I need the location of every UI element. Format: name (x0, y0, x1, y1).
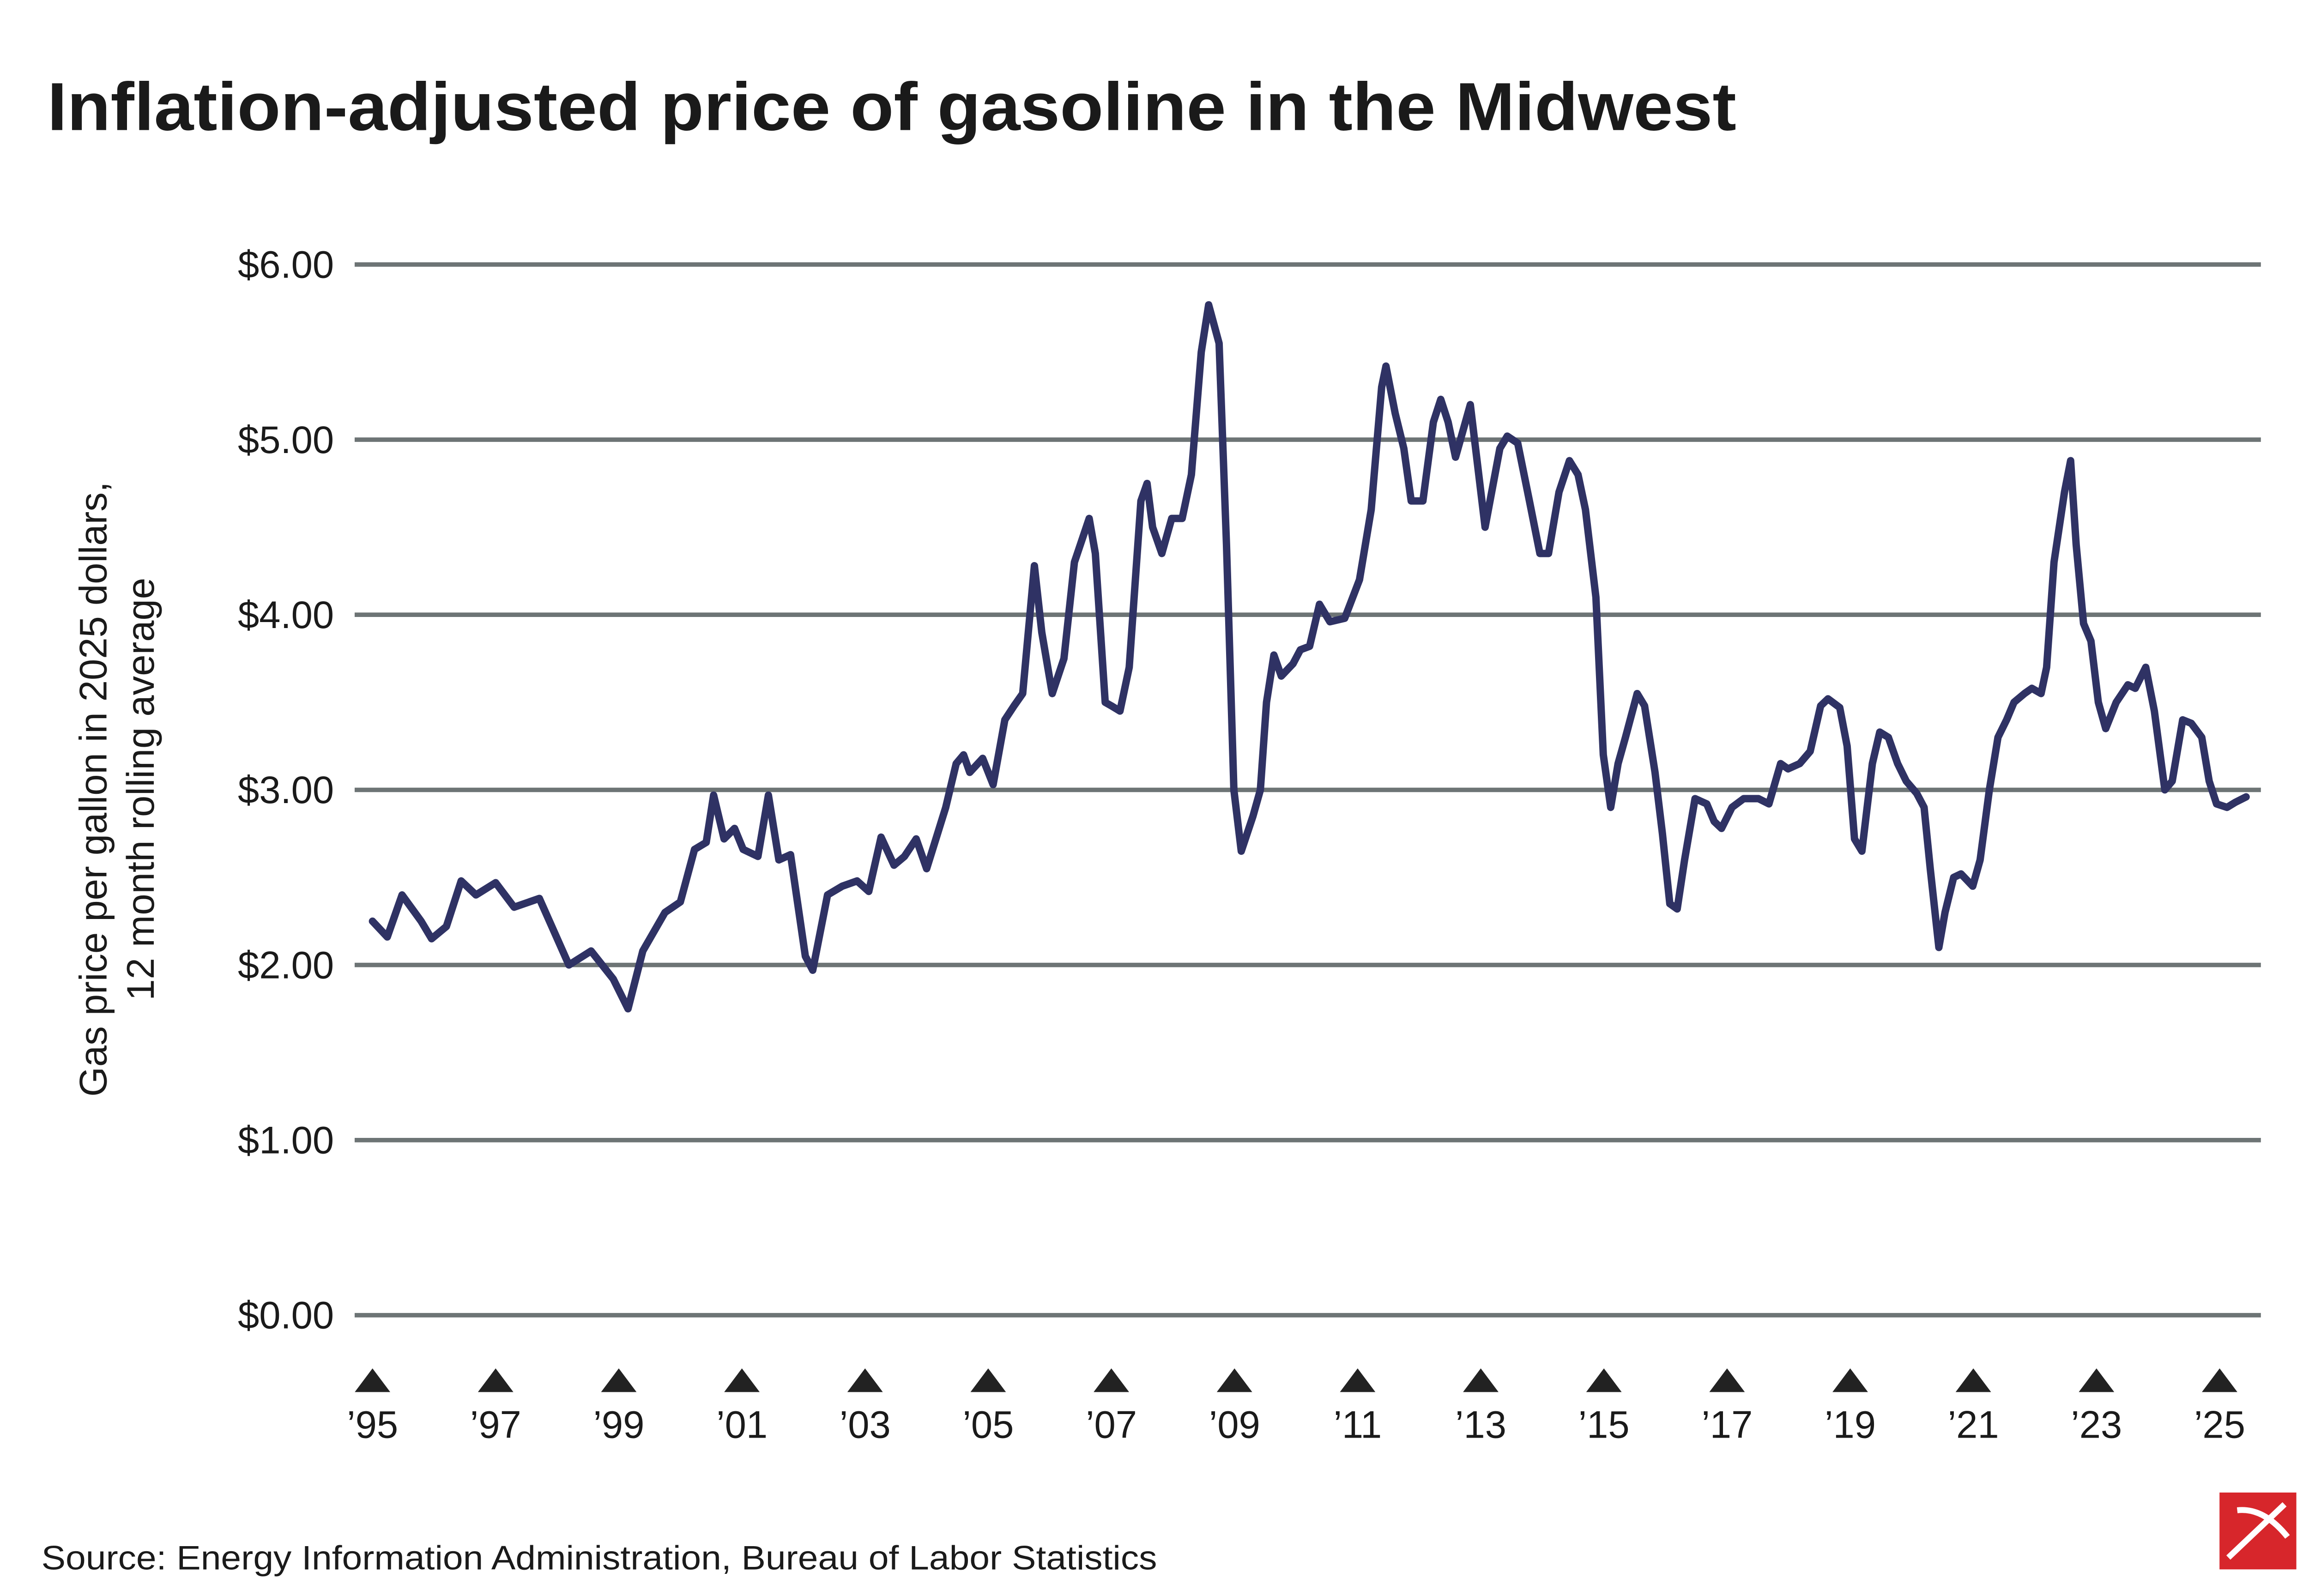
x-tick-label: ’09 (1209, 1403, 1260, 1446)
x-tick-label: ’11 (1333, 1403, 1382, 1446)
y-tick-label: $3.00 (238, 768, 334, 811)
x-tick-label: ’05 (962, 1403, 1014, 1446)
x-tick-label: ’03 (840, 1403, 891, 1446)
chart-title: Inflation-adjusted price of gasoline in … (47, 69, 1736, 145)
x-tick-mark (724, 1368, 760, 1392)
x-tick-label: ’99 (593, 1403, 644, 1446)
x-tick-mark (1094, 1368, 1129, 1392)
x-tick-label: ’23 (2071, 1403, 2122, 1446)
x-tick-mark (478, 1368, 514, 1392)
x-tick-mark (601, 1368, 637, 1392)
y-tick-label: $0.00 (238, 1294, 334, 1337)
logo-mark (2226, 1502, 2290, 1560)
y-tick-label: $2.00 (238, 943, 334, 986)
x-tick-mark (1709, 1368, 1745, 1392)
x-tick-label: ’25 (2194, 1403, 2245, 1446)
y-axis-label-line: 12 month rolling average (119, 578, 162, 1001)
x-tick-mark (847, 1368, 883, 1392)
x-tick-mark (1216, 1368, 1252, 1392)
x-tick-mark (1463, 1368, 1499, 1392)
x-tick-label: ’17 (1701, 1403, 1753, 1446)
y-tick-label: $4.00 (238, 593, 334, 636)
y-axis-label-line: Gas price per gallon in 2025 dollars, (72, 482, 115, 1097)
x-tick-label: ’21 (1948, 1403, 1999, 1446)
x-tick-mark (2079, 1368, 2115, 1392)
x-tick-mark (355, 1368, 391, 1392)
y-tick-label: $6.00 (238, 243, 334, 286)
x-tick-label: ’13 (1455, 1403, 1506, 1446)
x-tick-label: ’15 (1578, 1403, 1630, 1446)
x-tick-mark (1832, 1368, 1868, 1392)
x-tick-mark (1955, 1368, 1991, 1392)
x-tick-label: ’07 (1086, 1403, 1137, 1446)
source-note: Source: Energy Information Administratio… (42, 1538, 1157, 1577)
x-tick-mark (1586, 1368, 1622, 1392)
x-tick-mark (970, 1368, 1006, 1392)
logo (2219, 1492, 2297, 1570)
x-tick-label: ’95 (347, 1403, 398, 1446)
x-tick-label: ’19 (1825, 1403, 1876, 1446)
y-axis-label: Gas price per gallon in 2025 dollars, 12… (72, 482, 162, 1097)
x-tick-mark (1340, 1368, 1376, 1392)
price-line (369, 301, 2250, 1013)
y-tick-label: $5.00 (238, 418, 334, 461)
y-tick-label: $1.00 (238, 1119, 334, 1162)
x-tick-label: ’01 (716, 1403, 768, 1446)
x-tick-label: ’97 (470, 1403, 521, 1446)
x-tick-mark (2202, 1368, 2237, 1392)
